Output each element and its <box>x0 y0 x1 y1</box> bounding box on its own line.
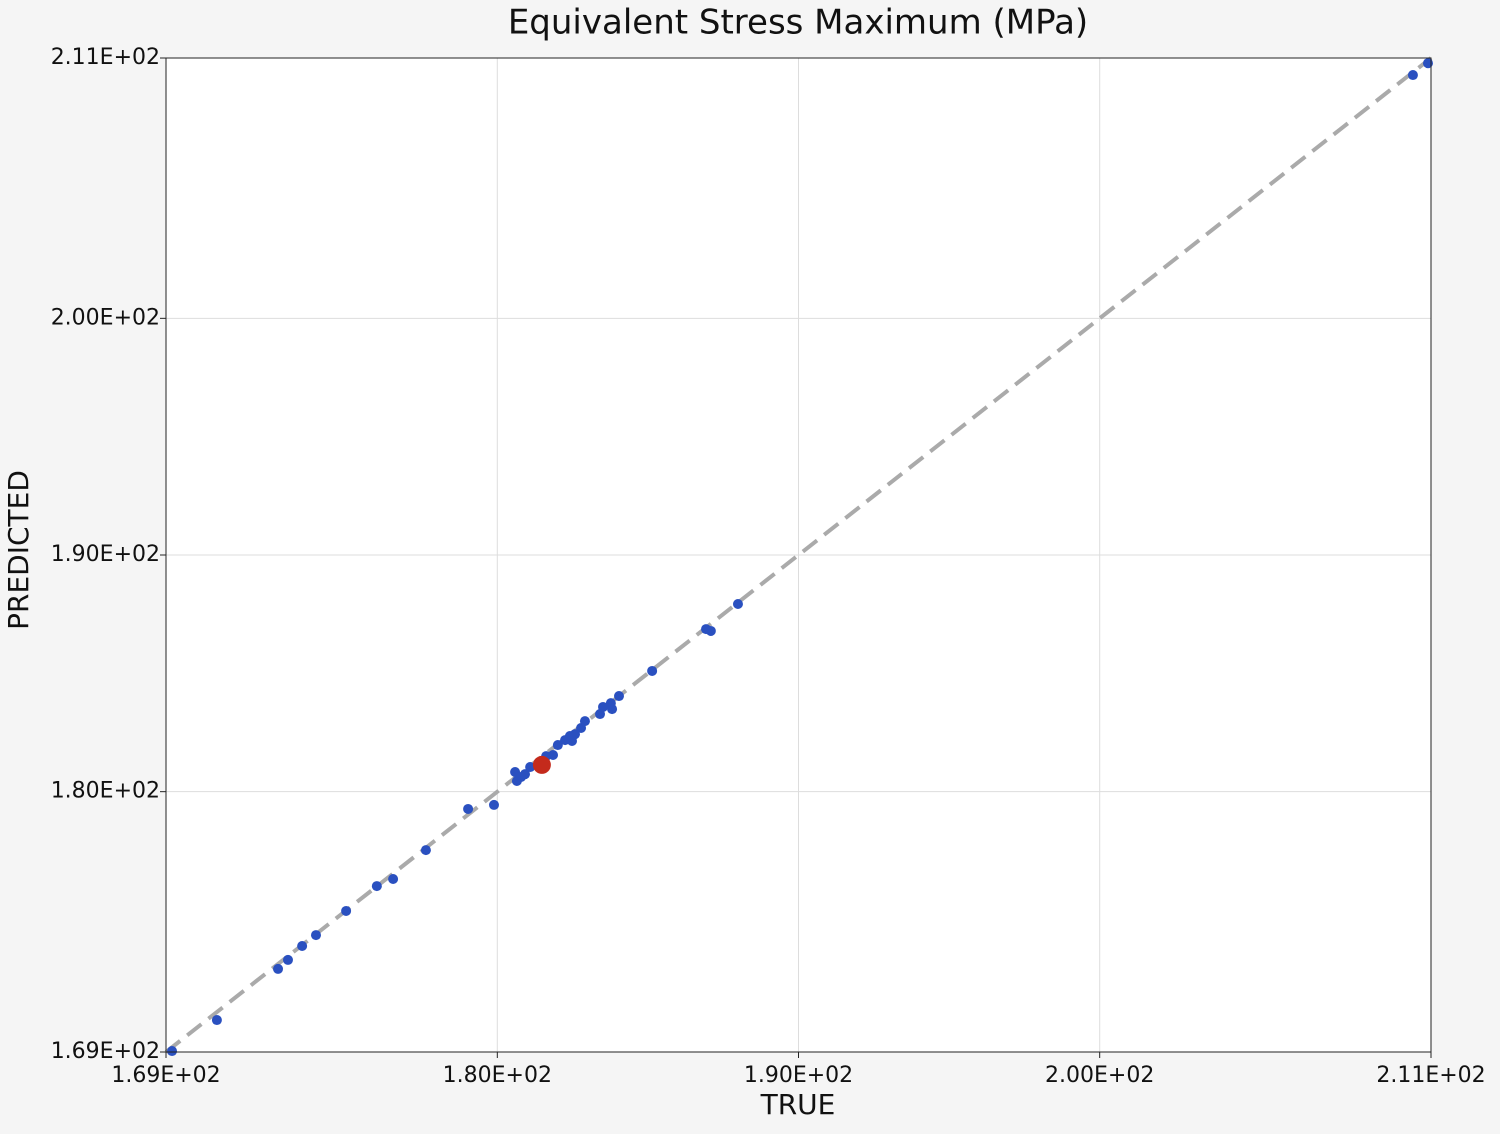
point <box>520 769 531 780</box>
point <box>167 1046 178 1057</box>
y-tick-label: 1.90E+02 <box>51 542 160 567</box>
point <box>570 729 581 740</box>
point <box>647 665 658 676</box>
point <box>552 740 563 751</box>
y-tick-label: 1.80E+02 <box>51 779 160 804</box>
point <box>705 625 716 636</box>
point <box>605 698 616 709</box>
x-axis-label: TRUE <box>760 1088 836 1121</box>
y-tick-label: 2.00E+02 <box>51 305 160 330</box>
x-tick-label: 1.80E+02 <box>443 1063 552 1088</box>
x-tick-label: 2.11E+02 <box>1376 1063 1485 1088</box>
point <box>310 930 321 941</box>
marks <box>164 56 1433 1057</box>
point <box>371 881 382 892</box>
y-tick-label: 2.11E+02 <box>51 45 160 70</box>
point <box>282 954 293 965</box>
point <box>598 701 609 712</box>
chart-title: Equivalent Stress Maximum (MPa) <box>508 3 1088 43</box>
point <box>548 749 559 760</box>
reference-line <box>164 56 1433 1054</box>
point <box>579 716 590 727</box>
point <box>1407 70 1418 81</box>
x-tick-label: 1.69E+02 <box>111 1063 220 1088</box>
point <box>420 845 431 856</box>
point <box>488 799 499 810</box>
y-axis-label: PREDICTED <box>2 470 35 630</box>
y-tick-label: 1.69E+02 <box>51 1039 160 1064</box>
point <box>341 905 352 916</box>
point <box>273 963 284 974</box>
point <box>297 940 308 951</box>
x-tick-label: 1.90E+02 <box>744 1063 853 1088</box>
point <box>525 762 536 773</box>
point <box>463 803 474 814</box>
point <box>211 1015 222 1026</box>
point <box>388 873 399 884</box>
point <box>1422 58 1433 69</box>
x-tick-label: 2.00E+02 <box>1045 1063 1154 1088</box>
point <box>613 691 624 702</box>
point <box>732 598 743 609</box>
point <box>532 755 551 774</box>
